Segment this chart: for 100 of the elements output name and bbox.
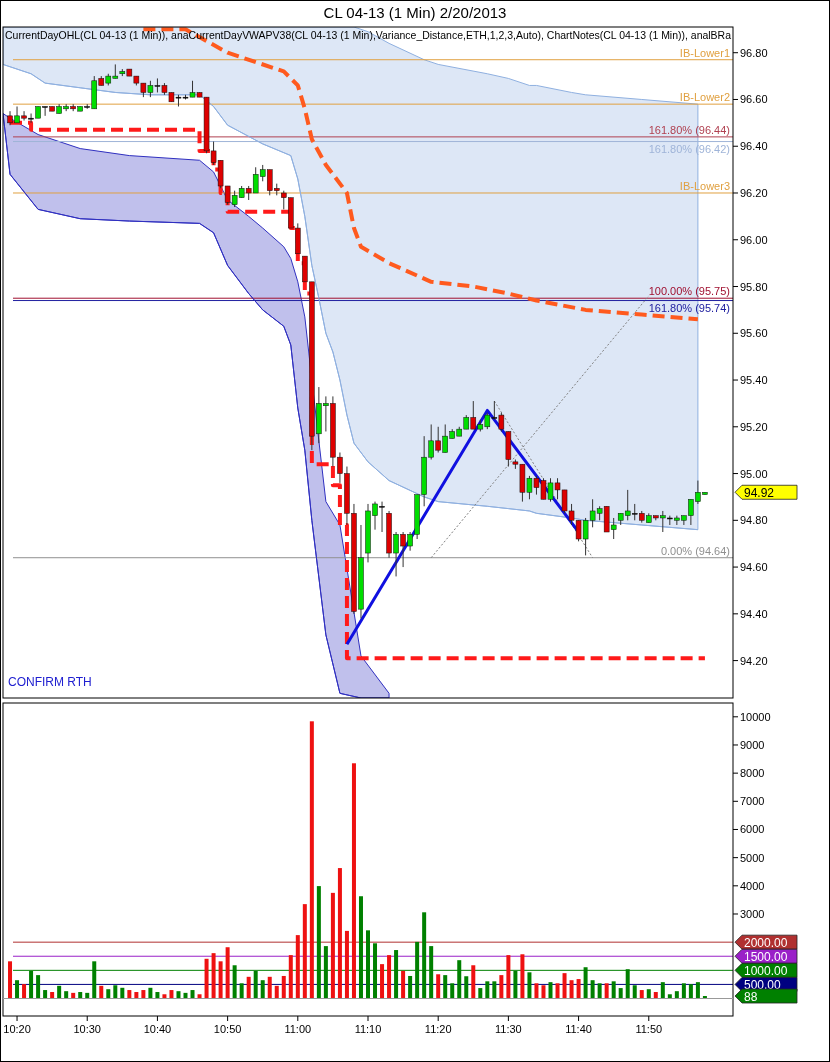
x-tick-label: 10:20 [3,1023,31,1035]
bar [351,763,356,999]
ref-line-label: 1000.00 [744,963,788,978]
bar [43,990,48,999]
ref-line-label: 1500.00 [744,949,788,964]
bar [330,892,335,999]
y-tick-label: 5000 [740,851,765,864]
y-tick-label: 95.80 [740,280,768,293]
y-tick-label: 8000 [740,767,765,780]
ref-line-label: 0.00% (94.64) [660,544,730,557]
bar [148,987,153,999]
bar [478,988,483,999]
bar [176,991,181,999]
bar [548,982,553,999]
bar [450,983,455,999]
bar [15,980,20,999]
y-tick-label: 95.40 [740,374,768,387]
bar [225,947,230,999]
bar [78,992,83,999]
bar [492,981,497,999]
bar [604,983,609,999]
y-tick-label: 3000 [740,907,765,920]
bar [436,974,441,999]
y-tick-label: 96.80 [740,46,768,59]
bar [246,976,251,999]
bar [695,982,700,999]
bar [653,992,658,999]
y-tick-label: 94.60 [740,561,768,574]
y-tick-label: 10000 [740,710,771,723]
ref-line-label: IB-Lower3 [679,180,730,192]
x-tick-label: 11:30 [495,1023,522,1035]
ref-line-label: 2000.00 [744,935,788,950]
bar [57,985,62,999]
bar [295,935,300,999]
bar [520,954,525,999]
bar [541,985,546,999]
bar [288,955,293,999]
ref-line-label: 500.00 [744,977,782,992]
x-tick-label: 11:50 [635,1023,663,1035]
y-tick-label: 95.20 [740,420,768,433]
bar [688,984,693,999]
bar [408,975,413,999]
y-tick-label: 96.20 [740,187,768,199]
y-tick-label: 94.20 [740,654,768,667]
bar [337,868,342,999]
x-tick-label: 11:00 [284,1023,312,1035]
bar [204,958,209,999]
x-tick-label: 10:50 [213,1023,242,1035]
bar [380,964,385,999]
bar [239,983,244,999]
bar [190,990,195,999]
bar [576,979,581,999]
bar [281,975,286,999]
y-tick-label: 4000 [740,879,765,892]
bar [141,990,146,999]
bar [639,990,644,999]
bar [387,955,392,999]
y-tick-label: 96.40 [740,140,768,153]
bar [197,994,202,999]
bar [50,992,55,999]
y-tick-label: 96.60 [740,93,768,106]
bar [113,985,118,999]
bar [681,983,686,999]
y-tick-label: 96.00 [740,233,768,246]
bar [569,980,574,999]
y-tick-label: 95.00 [740,467,768,480]
bar [8,961,13,999]
bar [344,930,349,999]
bar [274,985,279,999]
bar [169,990,174,999]
y-tick-label: 94.80 [740,514,768,527]
bar [443,975,448,999]
bar [309,721,314,999]
y-tick-label: 9000 [740,738,765,751]
x-tick-label: 11:10 [354,1023,382,1035]
y-tick-label: 7000 [740,795,765,808]
ref-line-label: IB-Lower1 [679,46,730,59]
bar [674,991,679,999]
bar [471,965,476,999]
bar [267,976,272,999]
bar [562,973,567,999]
ref-line-label: 161.80% (95.74) [648,301,730,314]
bar [611,981,616,999]
bar [22,984,27,999]
x-tick-label: 11:40 [565,1023,592,1035]
y-tick-label: 94.40 [740,607,768,620]
bar [64,991,69,999]
ref-line-label: IB-Lower2 [679,91,730,104]
bar [401,970,406,999]
bar [618,988,623,999]
bar [590,980,595,999]
bar [99,985,104,999]
bar [464,976,469,999]
bar [36,975,41,999]
bar [218,961,223,999]
ref-line-label: 161.80% (96.44) [648,123,730,136]
bar [155,992,160,999]
bar [499,975,504,999]
annotation: CONFIRM RTH [8,675,92,689]
y-tick-label: 95.60 [740,327,768,340]
